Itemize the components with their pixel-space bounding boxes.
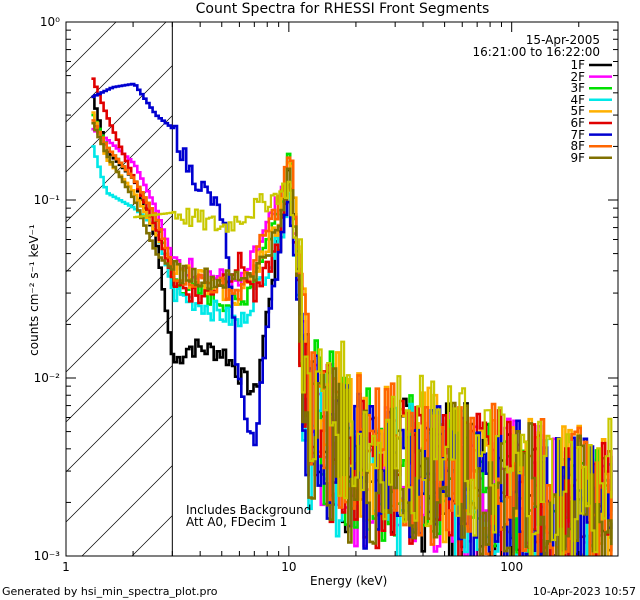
hatch-line bbox=[65, 21, 167, 123]
annotation-background: Includes Background bbox=[186, 503, 312, 517]
x-tick-label: 1 bbox=[62, 560, 70, 574]
legend-label-2F: 2F bbox=[570, 69, 585, 84]
date-label: 15-Apr-2005 bbox=[525, 33, 600, 47]
plot-frame bbox=[65, 21, 619, 557]
timestamp-label: 10-Apr-2023 10:57 bbox=[532, 585, 636, 598]
hatch-line bbox=[65, 115, 173, 223]
hatch-line bbox=[65, 21, 117, 73]
y-tick-label: 10⁻² bbox=[33, 371, 60, 385]
y-tick-label: 10⁻¹ bbox=[33, 193, 60, 207]
legend-label-3F: 3F bbox=[570, 81, 585, 96]
legend-label-7F: 7F bbox=[570, 127, 585, 142]
hatched-region bbox=[65, 21, 173, 557]
y-tick-label: 10⁰ bbox=[39, 15, 60, 29]
hatch-line bbox=[65, 315, 173, 423]
hatch-line bbox=[65, 415, 173, 523]
hatch-line bbox=[65, 165, 173, 273]
chart-title: Count Spectra for RHESSI Front Segments bbox=[195, 1, 490, 17]
legend-label-9F: 9F bbox=[570, 150, 585, 165]
legend-swatches bbox=[589, 63, 612, 160]
time-range-label: 16:21:00 to 16:22:00 bbox=[472, 45, 600, 59]
hatch-line bbox=[65, 265, 173, 373]
series-line-extra bbox=[133, 180, 613, 556]
generated-by-label: Generated by hsi_min_spectra_plot.pro bbox=[2, 585, 218, 598]
legend-label-8F: 8F bbox=[570, 139, 585, 154]
annotation-attenuator: Att A0, FDecim 1 bbox=[186, 515, 288, 529]
hatch-line bbox=[65, 365, 173, 473]
axis-ticks bbox=[65, 22, 619, 557]
x-tick-label: 10 bbox=[281, 560, 297, 574]
series-group bbox=[91, 77, 613, 556]
hatch-line bbox=[81, 465, 173, 557]
legend-label-6F: 6F bbox=[570, 116, 585, 130]
series-line-9F bbox=[91, 121, 613, 556]
y-tick-label: 10⁻³ bbox=[33, 549, 60, 563]
legend-label-5F: 5F bbox=[570, 104, 585, 119]
y-axis-label: counts cm⁻² s⁻¹ keV⁻¹ bbox=[27, 224, 41, 356]
legend-label-4F: 4F bbox=[570, 92, 585, 107]
legend-label-1F: 1F bbox=[570, 58, 585, 72]
x-axis-label: Energy (keV) bbox=[310, 574, 388, 588]
hatch-line bbox=[65, 65, 173, 173]
hatch-line bbox=[131, 515, 173, 557]
x-tick-label: 100 bbox=[500, 560, 524, 574]
